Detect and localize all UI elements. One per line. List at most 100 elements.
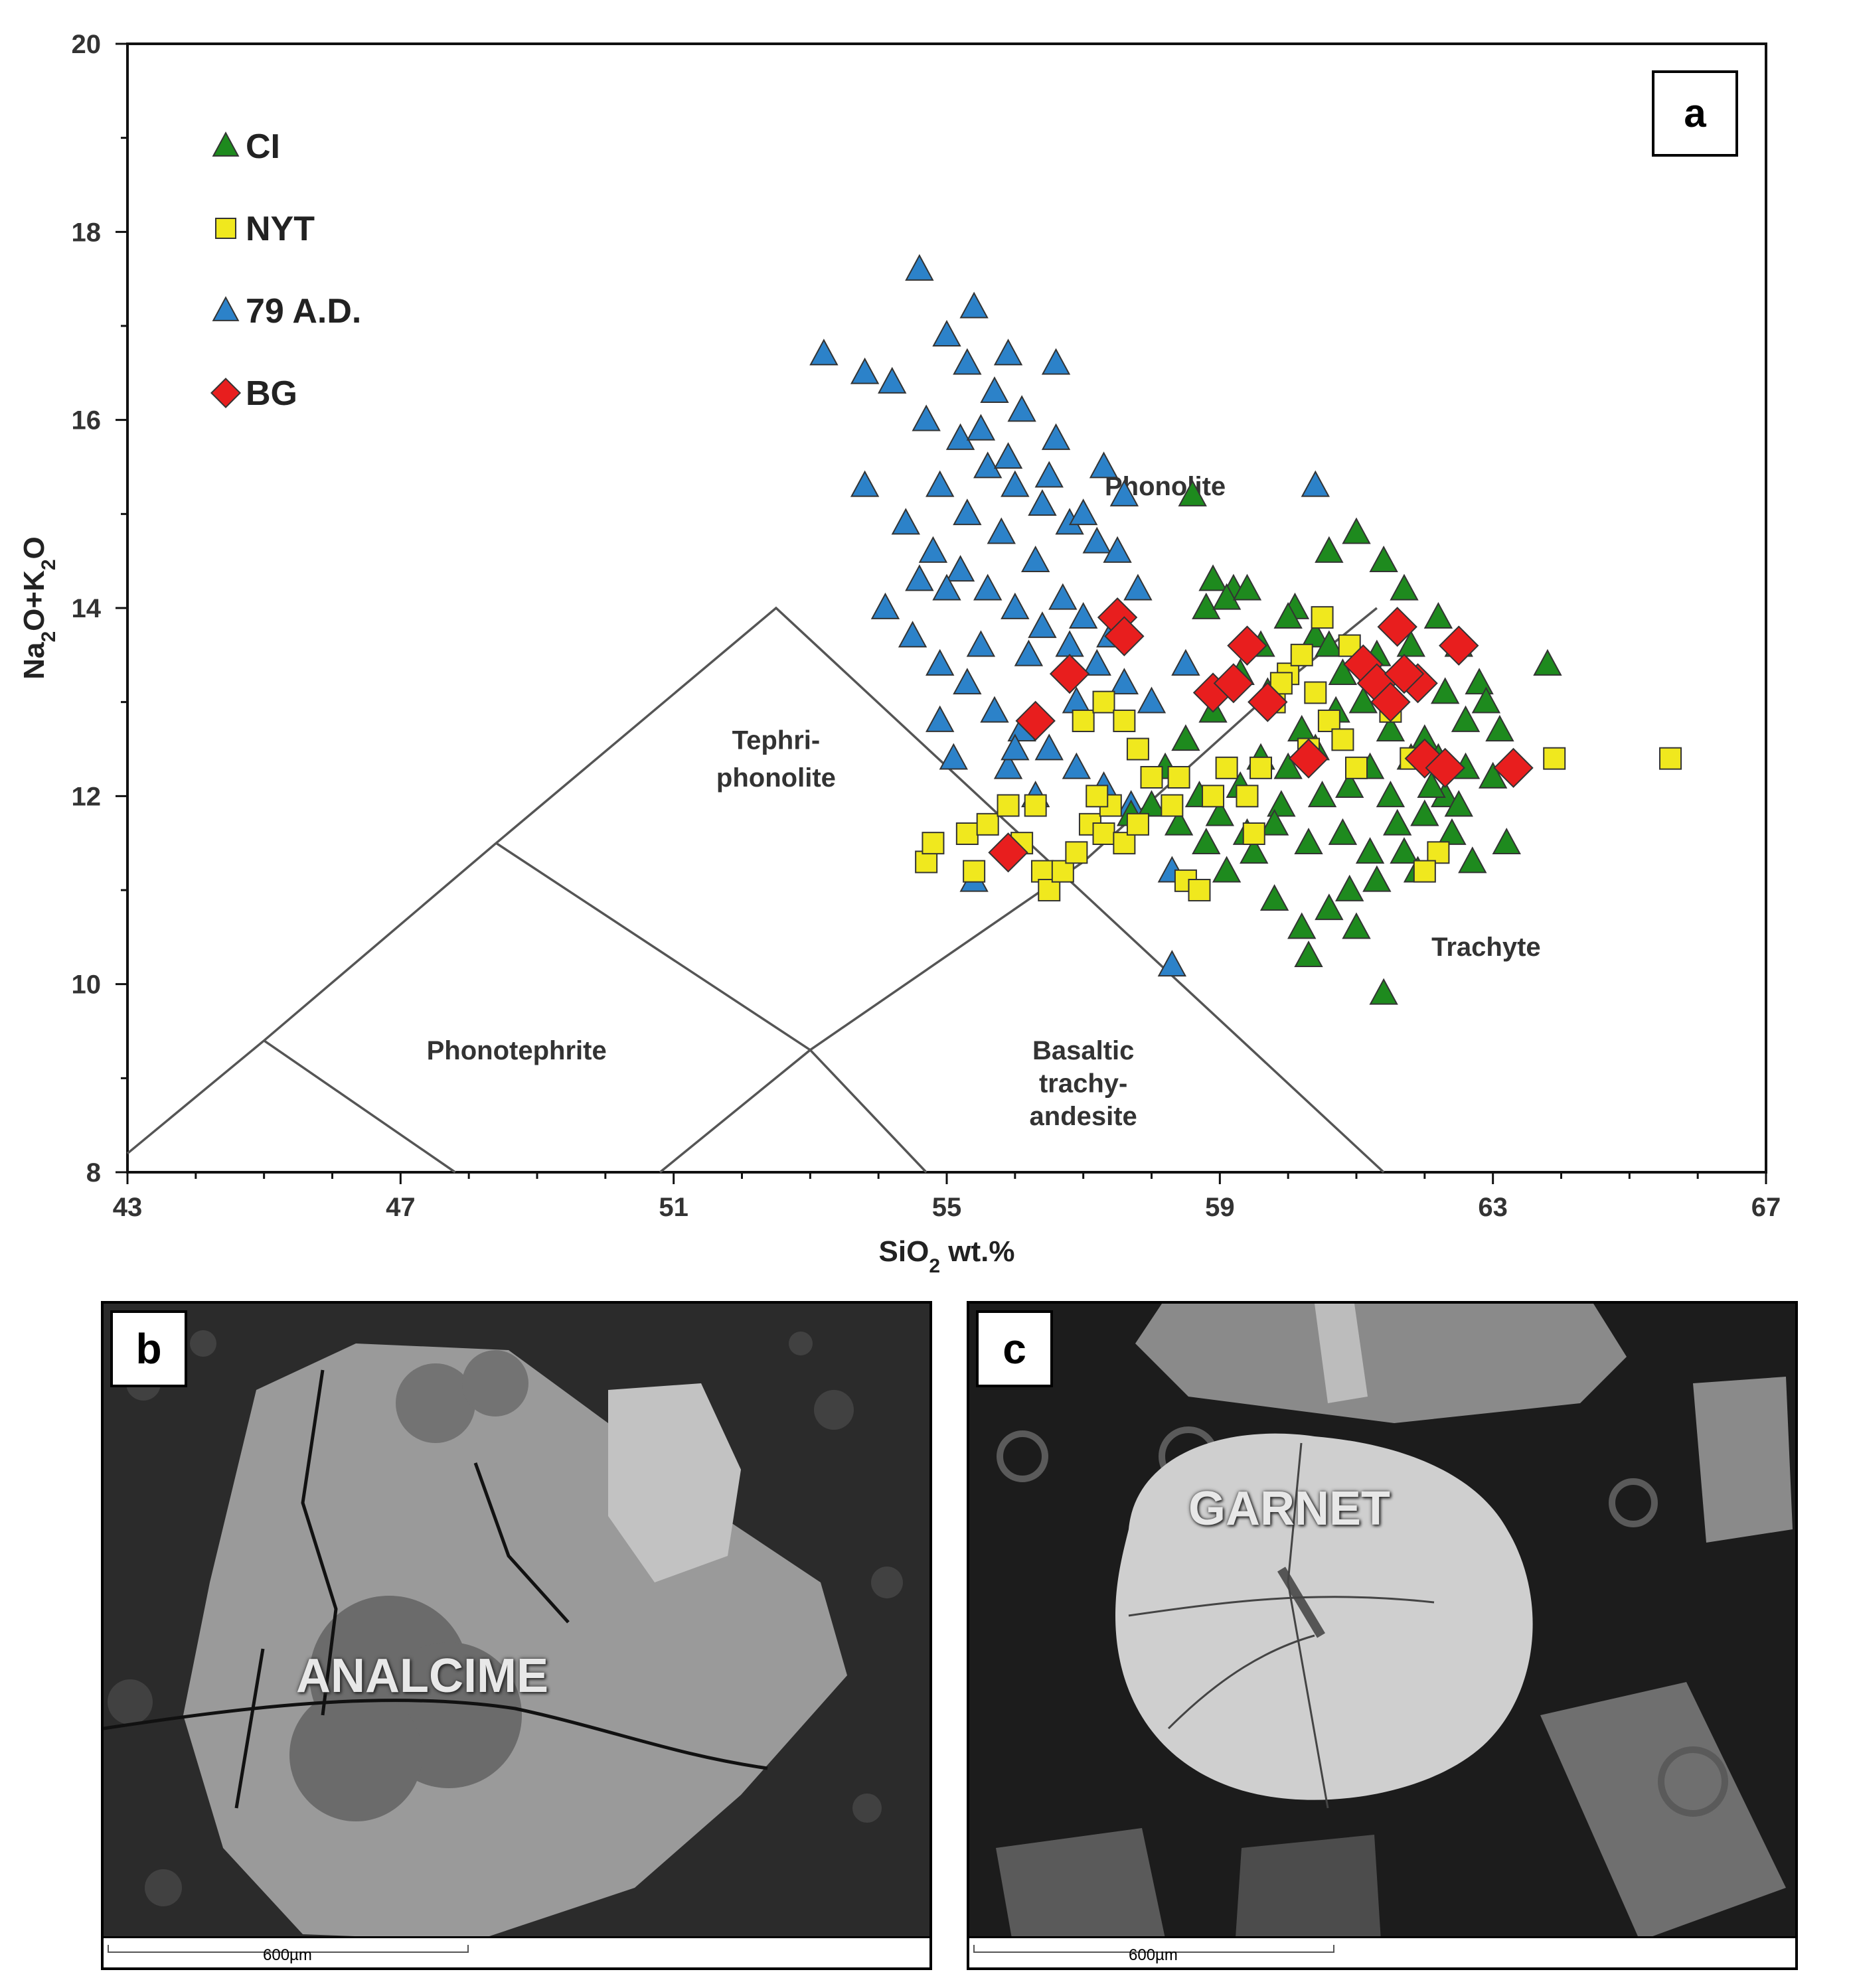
data-point xyxy=(976,812,999,836)
data-point xyxy=(1390,573,1419,601)
data-point xyxy=(1034,461,1064,488)
legend-label: CI xyxy=(246,127,280,166)
data-point xyxy=(1104,616,1145,656)
data-point xyxy=(1034,733,1064,761)
x-tick-label: 67 xyxy=(1751,1193,1781,1222)
y-tick-label: 16 xyxy=(72,406,102,435)
data-point xyxy=(939,743,968,770)
data-point xyxy=(898,621,927,648)
data-point xyxy=(1410,799,1439,826)
data-point xyxy=(973,451,1003,479)
data-point xyxy=(1315,536,1344,563)
data-point xyxy=(1198,564,1228,591)
data-point xyxy=(926,649,955,676)
data-point xyxy=(1493,747,1534,789)
data-point xyxy=(1086,785,1109,808)
data-point xyxy=(926,705,955,732)
field-label-1: Tephri- xyxy=(732,726,821,755)
series-nyt xyxy=(915,606,1682,901)
field-label-4: Basaltic xyxy=(1032,1036,1134,1065)
data-point xyxy=(1232,573,1262,601)
data-point xyxy=(1304,681,1327,704)
x-axis-ticks: 43 47 51 55 59 63 67 xyxy=(113,1172,1781,1222)
micrograph-b-image xyxy=(104,1304,929,1967)
legend-marker xyxy=(215,218,236,239)
data-point xyxy=(1213,663,1254,704)
scale-bar-c xyxy=(973,1945,1334,1953)
scale-strip-b: 600µm xyxy=(104,1936,929,1967)
data-point xyxy=(1028,611,1057,639)
data-point xyxy=(1109,668,1139,695)
data-point xyxy=(1164,808,1194,836)
y-tick-label: 14 xyxy=(72,594,102,623)
data-point xyxy=(1294,827,1323,855)
data-point xyxy=(1123,573,1153,601)
y-tick-label: 18 xyxy=(72,218,102,247)
data-point xyxy=(1485,714,1514,742)
mineral-label-analcime: ANALCIME xyxy=(296,1649,548,1703)
data-point xyxy=(1437,818,1467,845)
data-point xyxy=(1273,752,1303,779)
mineral-label-garnet: GARNET xyxy=(1188,1482,1390,1535)
x-tick-label: 47 xyxy=(386,1193,416,1222)
x-tick-label: 55 xyxy=(932,1193,962,1222)
data-point xyxy=(1328,818,1358,845)
y-axis-title-part-2: 2 xyxy=(38,631,60,643)
data-point xyxy=(1188,879,1211,901)
data-point xyxy=(1369,545,1398,573)
data-point xyxy=(973,573,1003,601)
scale-label-b: 600µm xyxy=(263,1946,312,1964)
data-point xyxy=(1369,978,1398,1005)
data-point xyxy=(953,498,982,526)
data-points xyxy=(809,254,1682,1005)
data-point xyxy=(905,254,934,281)
scale-strip-c: 600µm xyxy=(969,1936,1795,1967)
data-point xyxy=(1038,879,1061,901)
data-point xyxy=(926,470,955,497)
data-point xyxy=(1030,860,1054,883)
data-point xyxy=(1103,536,1132,563)
data-point xyxy=(1113,832,1136,855)
data-point xyxy=(1413,860,1436,883)
data-point xyxy=(1404,738,1445,779)
data-point xyxy=(1301,470,1330,497)
data-point xyxy=(1157,950,1187,977)
data-point xyxy=(945,555,975,582)
data-point xyxy=(1137,686,1167,714)
data-point xyxy=(993,752,1023,779)
data-point xyxy=(850,470,880,497)
data-point xyxy=(1092,822,1115,845)
data-point xyxy=(1205,799,1235,826)
data-point xyxy=(1062,752,1091,779)
data-point xyxy=(1335,771,1364,799)
data-point xyxy=(1015,700,1056,741)
data-point xyxy=(1362,865,1392,892)
data-point xyxy=(1427,841,1450,864)
legend-marker xyxy=(210,377,242,409)
data-point xyxy=(1355,837,1385,864)
data-point xyxy=(1041,423,1071,450)
data-point xyxy=(1212,856,1242,883)
data-point xyxy=(1024,794,1047,817)
panel-tag-b: b xyxy=(110,1310,187,1387)
data-point xyxy=(1315,630,1344,657)
data-point xyxy=(1089,451,1119,479)
data-point xyxy=(1331,728,1354,751)
plot-area xyxy=(126,42,1767,1174)
data-point xyxy=(1328,658,1358,686)
data-point xyxy=(1451,705,1481,732)
data-point xyxy=(1315,893,1344,921)
data-point xyxy=(850,357,880,384)
data-point xyxy=(1383,808,1412,836)
legend-label: BG xyxy=(246,374,297,413)
data-point xyxy=(1273,601,1303,629)
data-point xyxy=(1377,607,1417,647)
data-point xyxy=(891,508,920,535)
data-point xyxy=(1192,827,1221,855)
panel-tag-a-text: a xyxy=(1684,91,1706,135)
data-point xyxy=(1471,686,1501,714)
data-point xyxy=(1259,883,1289,911)
data-point xyxy=(1439,625,1479,666)
data-point xyxy=(1068,601,1098,629)
